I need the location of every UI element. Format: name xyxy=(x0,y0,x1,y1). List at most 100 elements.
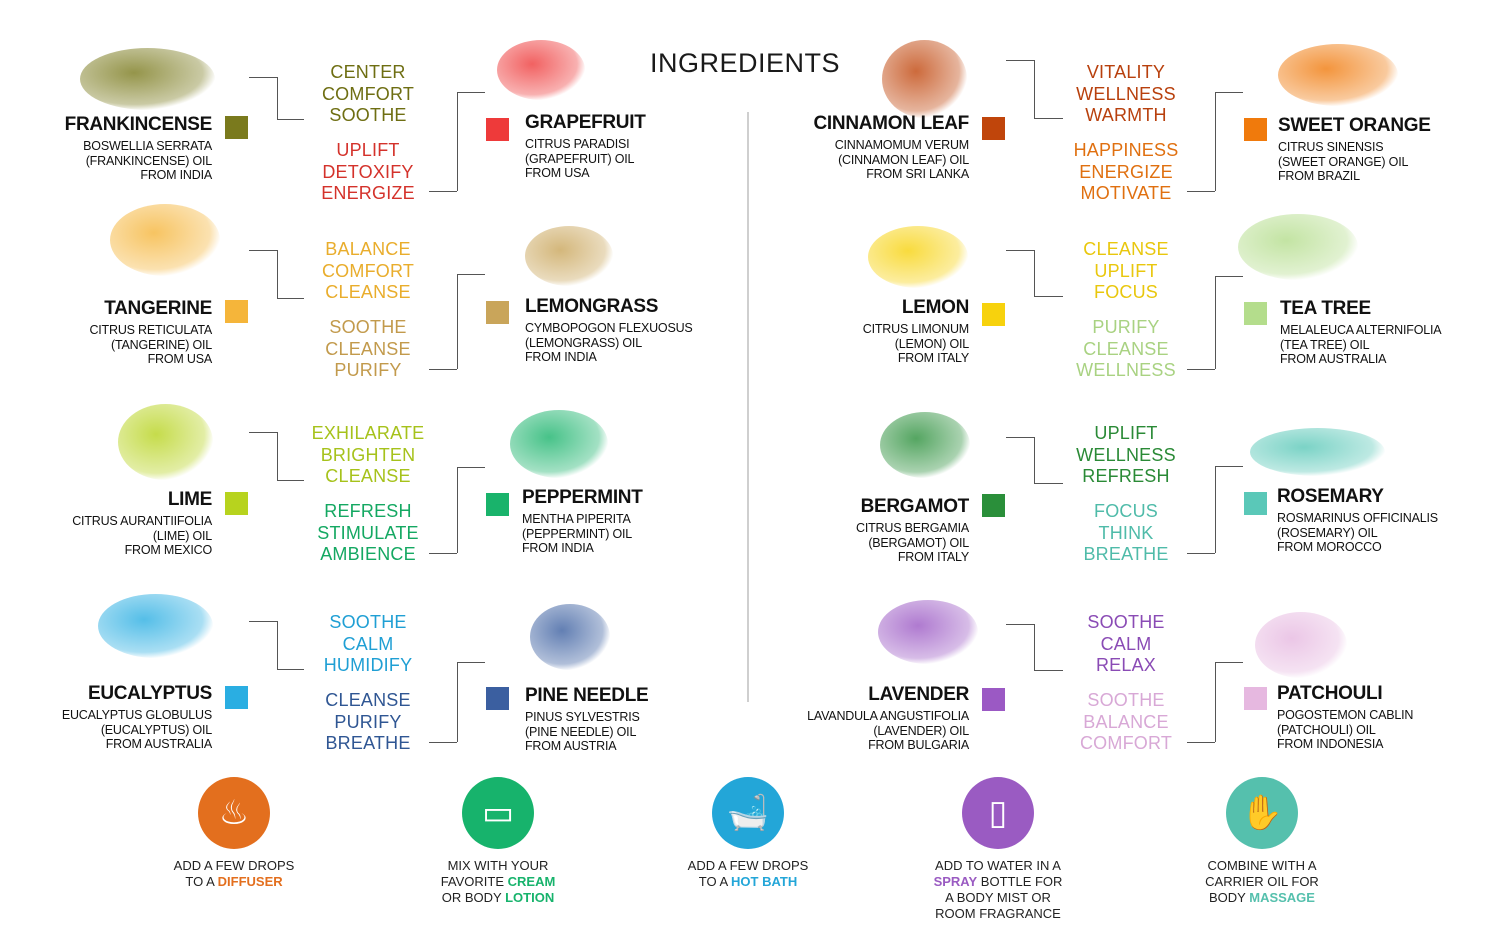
benefit-word: EXHILARATE xyxy=(311,423,425,443)
oil-name-eucalyptus: EUCALYPTUS xyxy=(87,683,212,704)
benefit-word: PURIFY xyxy=(334,711,402,732)
benefit-word: REFRESH xyxy=(1082,466,1170,486)
latin-line: PINUS SYLVESTRIS xyxy=(525,710,640,724)
diffuser-icon: ♨ xyxy=(198,777,270,849)
latin-line: POGOSTEMON CABLIN xyxy=(1277,708,1414,722)
benefit-word: ENERGIZE xyxy=(1079,161,1173,182)
oil-latin-rosemary: ROSMARINUS OFFICINALIS (ROSEMARY) OIL FROM… xyxy=(1277,511,1438,555)
usage-instruction: ADD A FEW DROPS TO A DIFFUSER xyxy=(134,858,334,890)
benefit-word: ENERGIZE xyxy=(321,183,415,203)
latin-line: FROM BRAZIL xyxy=(1278,169,1360,183)
benefit-word: THINK xyxy=(1098,522,1154,543)
benefit-word: BALANCE xyxy=(325,239,411,259)
color-swatch-cinnamon-leaf xyxy=(982,117,1005,140)
pine-needle-icon xyxy=(530,604,610,670)
latin-line: (PATCHOULI) OIL xyxy=(1277,722,1376,737)
latin-line: CITRUS BERGAMIA xyxy=(856,521,969,535)
benefit-word: SOOTHE xyxy=(329,612,407,632)
connector-line xyxy=(1006,250,1035,297)
usage-line: ADD TO WATER IN A xyxy=(898,858,1098,874)
benefit-word: CLEANSE xyxy=(1083,239,1169,259)
oil-name-sweet-orange: SWEET ORANGE xyxy=(1278,115,1431,136)
usage-line: TO A DIFFUSER xyxy=(134,874,334,890)
bergamot-icon xyxy=(880,412,970,478)
usage-line: ADD A FEW DROPS xyxy=(648,858,848,874)
color-swatch-lime xyxy=(225,492,248,515)
latin-line: CYMBOPOGON FLEXUOSUS xyxy=(525,321,693,335)
latin-line: (FRANKINCENSE) OIL xyxy=(85,153,212,168)
color-swatch-tea-tree xyxy=(1244,302,1267,325)
connector-line xyxy=(277,298,304,299)
benefit-word: VITALITY xyxy=(1086,62,1166,82)
oil-latin-frankincense: BOSWELLIA SERRATA (FRANKINCENSE) OIL FROM … xyxy=(83,139,212,183)
usage-line: TO A HOT BATH xyxy=(648,874,848,890)
connector-line xyxy=(1187,191,1215,192)
oil-latin-lemon: CITRUS LIMONUM (LEMON) OIL FROM ITALY xyxy=(863,322,969,366)
benefit-word: UPLIFT xyxy=(1094,423,1158,443)
connector-line xyxy=(457,274,485,275)
usage-line: CARRIER OIL FOR xyxy=(1162,874,1362,890)
latin-line: MENTHA PIPERITA xyxy=(522,512,631,526)
oil-latin-sweet-orange: CITRUS SINENSIS (SWEET ORANGE) OIL FROM BR… xyxy=(1278,140,1408,184)
latin-line: MELALEUCA ALTERNIFOLIA xyxy=(1280,323,1442,337)
oil-latin-cinnamon-leaf: CINNAMOMUM VERUM (CINNAMON LEAF) OIL FROM … xyxy=(835,138,969,182)
connector-line xyxy=(277,119,304,120)
benefit-word: RELAX xyxy=(1095,655,1157,675)
eucalyptus-icon xyxy=(98,594,213,658)
usage-line: ADD A FEW DROPS xyxy=(134,858,334,874)
color-swatch-lavender xyxy=(982,688,1005,711)
benefit-words: UPLIFT DETOXIFY ENERGIZE xyxy=(293,140,443,205)
connector-line xyxy=(1215,466,1216,553)
benefit-word: FOCUS xyxy=(1094,282,1158,302)
color-swatch-patchouli xyxy=(1244,687,1267,710)
benefit-word: STIMULATE xyxy=(317,522,419,543)
benefit-word: SOOTHE xyxy=(329,317,407,337)
connector-line xyxy=(1215,92,1243,93)
latin-line: (BERGAMOT) OIL xyxy=(868,535,969,550)
usage-line: FAVORITE CREAM xyxy=(398,874,598,890)
oil-name-cinnamon-leaf: CINNAMON LEAF xyxy=(813,113,970,134)
usage-keyword: MASSAGE xyxy=(1249,890,1315,905)
color-swatch-bergamot xyxy=(982,494,1005,517)
benefit-word: CLEANSE xyxy=(325,690,411,710)
usage-text: OR BODY xyxy=(441,890,506,905)
usage-text: FAVORITE xyxy=(440,874,508,889)
connector-line xyxy=(429,369,457,370)
color-swatch-eucalyptus xyxy=(225,686,248,709)
benefit-word: BRIGHTEN xyxy=(320,444,416,465)
oil-latin-tea-tree: MELALEUCA ALTERNIFOLIA (TEA TREE) OIL FROM… xyxy=(1280,323,1442,367)
latin-line: FROM ITALY xyxy=(897,351,969,365)
latin-line: (LIME) OIL xyxy=(152,528,212,543)
latin-line: (EUCALYPTUS) OIL xyxy=(100,722,212,737)
connector-line xyxy=(1006,624,1035,671)
oil-name-tangerine: TANGERINE xyxy=(104,298,212,319)
color-swatch-lemon xyxy=(982,303,1005,326)
lemon-icon xyxy=(868,226,968,288)
latin-line: (PINE NEEDLE) OIL xyxy=(525,724,637,739)
lime-icon xyxy=(118,404,213,480)
oil-name-lemon: LEMON xyxy=(901,297,969,318)
benefit-word: SOOTHE xyxy=(1087,612,1165,632)
oil-latin-lemongrass: CYMBOPOGON FLEXUOSUS (LEMONGRASS) OIL FROM… xyxy=(525,321,693,365)
benefit-words: REFRESH STIMULATE AMBIENCE xyxy=(293,501,443,566)
latin-line: CINNAMOMUM VERUM xyxy=(834,138,969,152)
benefit-word: UPLIFT xyxy=(1094,260,1158,281)
oil-latin-patchouli: POGOSTEMON CABLIN (PATCHOULI) OIL FROM IND… xyxy=(1277,708,1413,752)
usage-text: ROOM FRAGRANCE xyxy=(935,906,1061,921)
benefit-word: PURIFY xyxy=(334,360,402,380)
latin-line: ROSMARINUS OFFICINALIS xyxy=(1277,511,1438,525)
connector-line xyxy=(457,274,458,369)
oil-latin-lavender: LAVANDULA ANGUSTIFOLIA (LAVENDER) OIL FROM… xyxy=(807,709,969,753)
benefit-word: DETOXIFY xyxy=(322,161,414,182)
lavender-icon xyxy=(878,600,978,664)
benefit-word: REFRESH xyxy=(324,501,412,521)
connector-line xyxy=(429,553,457,554)
color-swatch-peppermint xyxy=(486,493,509,516)
color-swatch-grapefruit xyxy=(486,118,509,141)
connector-line xyxy=(429,191,457,192)
oil-name-lavender: LAVENDER xyxy=(868,684,969,705)
usage-line: OR BODY LOTION xyxy=(398,890,598,906)
usage-line: A BODY MIST OR xyxy=(898,890,1098,906)
connector-line xyxy=(457,92,485,93)
latin-line: FROM INDIA xyxy=(525,350,597,364)
